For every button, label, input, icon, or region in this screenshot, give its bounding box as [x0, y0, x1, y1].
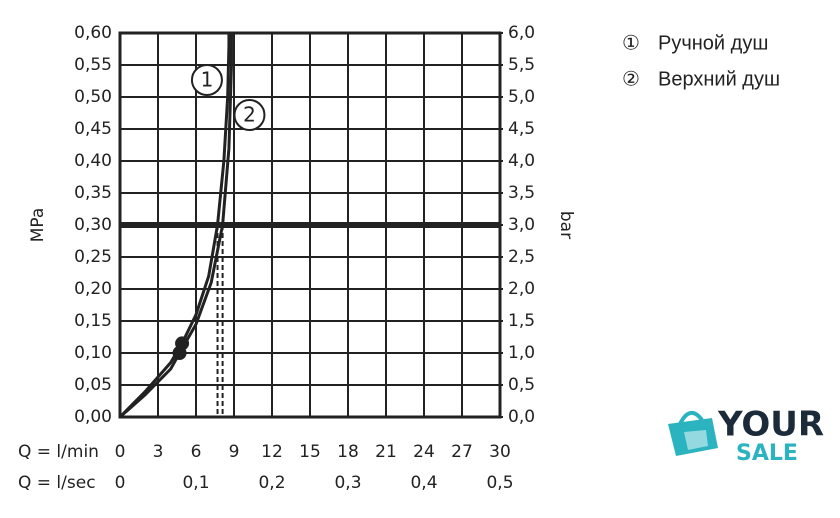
curve-label-circle	[190, 64, 223, 96]
y2-tick-label: 0,0	[508, 407, 535, 427]
x-tick-label: 27	[451, 442, 473, 462]
y2-tick-label: 2,5	[508, 247, 535, 267]
y2-tick-label: 5,5	[508, 55, 535, 75]
x-tick-label: 3	[153, 442, 164, 462]
x2-tick-label: 0,5	[486, 473, 513, 493]
logo: YOUR SALE	[668, 405, 824, 466]
y-tick-label: 0,60	[74, 23, 112, 43]
y-axis-label: MPa	[28, 208, 48, 243]
logo-text: YOUR	[717, 405, 824, 445]
legend-label: Ручной душ	[658, 32, 768, 54]
legend-symbol: ②	[622, 68, 640, 90]
y2-tick-label: 1,0	[508, 343, 535, 363]
y2-tick-label: 3,5	[508, 183, 535, 203]
y-tick-label: 0,55	[74, 55, 112, 75]
x-tick-label: 0	[115, 442, 126, 462]
y-tick-label: 0,45	[74, 119, 112, 139]
x-tick-label: 15	[299, 442, 321, 462]
y2-tick-label: 3,0	[508, 215, 535, 235]
x-tick-label: 6	[191, 442, 202, 462]
y-tick-label: 0,10	[74, 343, 112, 363]
y-tick-label: 0,35	[74, 183, 112, 203]
y-tick-label: 0,40	[74, 151, 112, 171]
legend-label: Верхний душ	[658, 68, 780, 90]
curve-label: 1	[201, 68, 214, 92]
x-tick-label: 18	[337, 442, 359, 462]
curve	[118, 33, 231, 419]
y-tick-label: 0,20	[74, 279, 112, 299]
y-tick-label: 0,00	[74, 407, 112, 427]
y2-tick-label: 1,5	[508, 311, 535, 331]
y-tick-label: 0,15	[74, 311, 112, 331]
y2-tick-label: 5,0	[508, 87, 535, 107]
x2-tick-label: 0,1	[182, 473, 209, 493]
x2-tick-label: 0	[115, 473, 126, 493]
y-tick-label: 0,25	[74, 247, 112, 267]
x2-axis-label: Q = l/sec	[18, 473, 96, 493]
y-tick-label: 0,05	[74, 375, 112, 395]
y2-tick-label: 2,0	[508, 279, 535, 299]
x-tick-label: 24	[413, 442, 435, 462]
x-tick-label: 9	[229, 442, 240, 462]
y2-tick-label: 4,0	[508, 151, 535, 171]
y-tick-label: 0,30	[74, 215, 112, 235]
x-axis-label: Q = l/min	[18, 442, 99, 462]
y2-tick-label: 0,5	[508, 375, 535, 395]
logo-text: SALE	[736, 441, 798, 466]
curve-label-circle	[233, 99, 266, 131]
y2-axis-label: bar	[556, 211, 576, 239]
x2-tick-label: 0,4	[410, 473, 437, 493]
x-tick-label: 30	[489, 442, 511, 462]
x2-tick-label: 0,2	[258, 473, 285, 493]
y-tick-label: 0,50	[74, 87, 112, 107]
y2-tick-label: 4,5	[508, 119, 535, 139]
x2-tick-label: 0,3	[334, 473, 361, 493]
curve-dot	[172, 346, 187, 360]
legend-symbol: ①	[622, 32, 640, 54]
curve	[119, 33, 233, 419]
x-tick-label: 12	[261, 442, 283, 462]
y2-tick-label: 6,0	[508, 23, 535, 43]
curve-label: 2	[243, 103, 256, 127]
x-tick-label: 21	[375, 442, 397, 462]
